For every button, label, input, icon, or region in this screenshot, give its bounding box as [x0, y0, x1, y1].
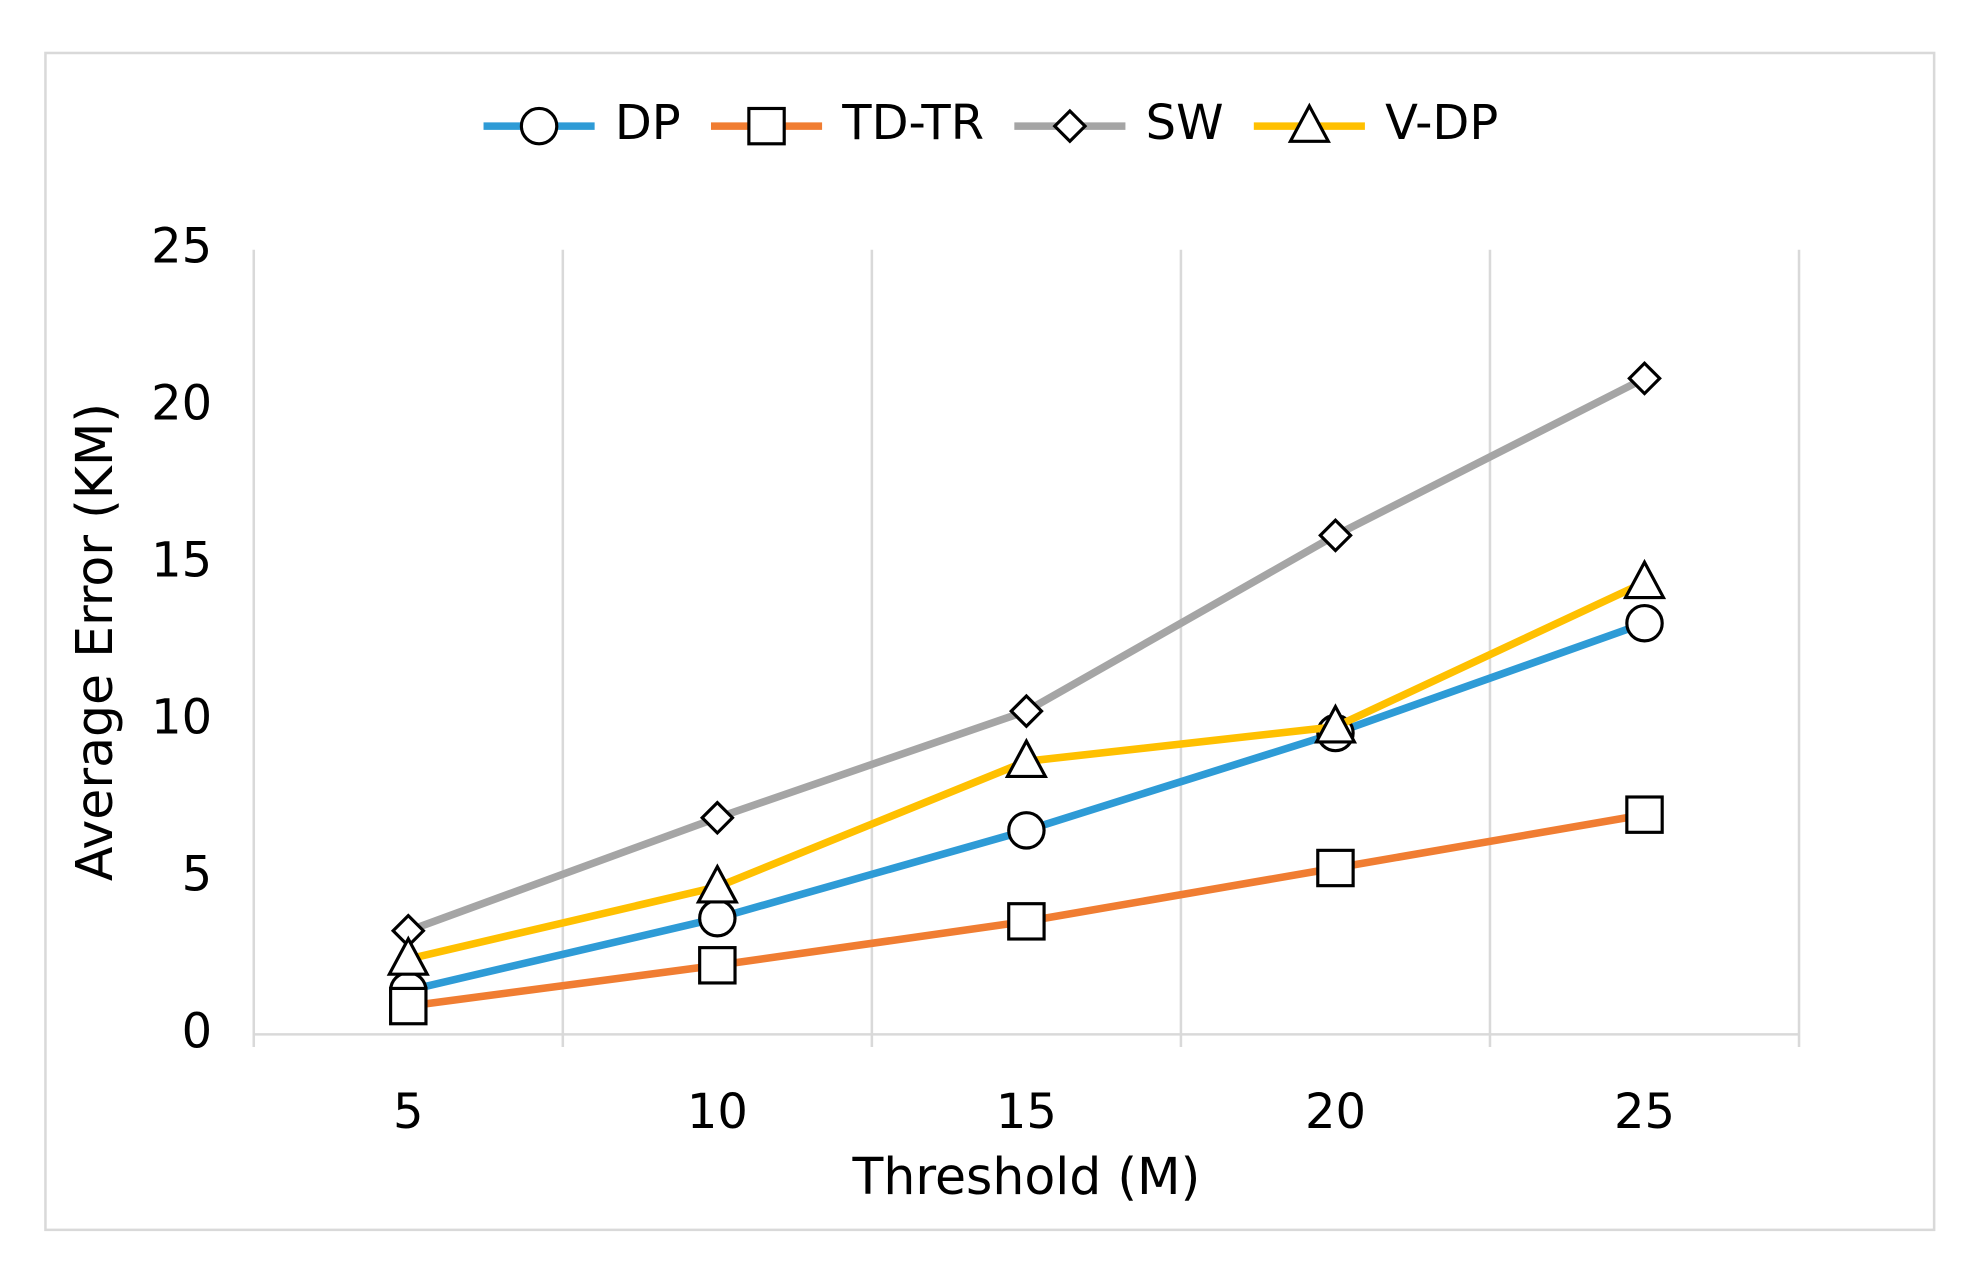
marker: [1007, 811, 1046, 850]
x-tick-label: 5: [393, 1084, 424, 1140]
chart-frame: [44, 51, 1936, 1232]
marker: [1625, 603, 1664, 643]
marker: [1007, 902, 1046, 941]
marker: [519, 106, 559, 146]
marker: [1318, 517, 1353, 553]
legend-label: DP: [615, 95, 681, 151]
marker: [1316, 848, 1355, 888]
marker: [698, 946, 737, 985]
x-axis-title: Threshold (M): [851, 1147, 1200, 1206]
legend-label: TD-TR: [841, 95, 984, 151]
marker: [699, 800, 735, 836]
x-tick-label: 15: [996, 1084, 1057, 1140]
marker: [1625, 795, 1664, 834]
y-axis-title: Average Error (KM): [65, 403, 124, 881]
y-tick-label: 10: [151, 690, 212, 746]
y-tick-label: 15: [151, 533, 212, 589]
x-tick-label: 25: [1614, 1084, 1675, 1140]
marker: [1627, 361, 1662, 396]
marker: [747, 106, 786, 146]
marker: [1622, 558, 1667, 600]
marker: [698, 898, 737, 938]
legend-label: V-DP: [1385, 95, 1498, 151]
legend-label: SW: [1146, 95, 1224, 151]
y-tick-label: 20: [151, 376, 212, 432]
x-tick-label: 10: [687, 1084, 748, 1140]
y-tick-label: 25: [151, 219, 212, 275]
marker: [1287, 102, 1331, 143]
y-tick-label: 5: [182, 846, 213, 902]
x-tick-label: 20: [1305, 1084, 1366, 1140]
marker: [1313, 703, 1358, 744]
y-tick-label: 0: [182, 1003, 213, 1059]
marker: [1052, 108, 1088, 144]
marker: [386, 935, 430, 976]
marker: [389, 986, 428, 1026]
marker: [695, 863, 739, 904]
marker: [1009, 693, 1044, 729]
marker: [1004, 737, 1048, 779]
